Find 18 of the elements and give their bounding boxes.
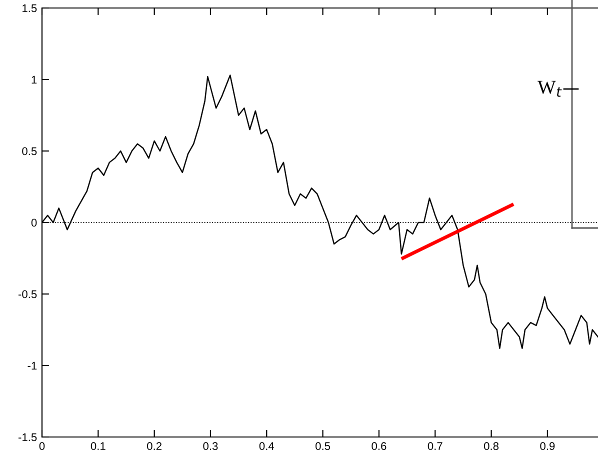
x-tick-label: 0.1 <box>90 442 106 450</box>
x-tick-label: 0.7 <box>428 442 442 450</box>
x-tick-label: 0.8 <box>484 442 499 450</box>
y-tick-label: 1.5 <box>22 4 37 12</box>
annotation: W$_{t}$ <box>538 80 562 97</box>
y-tick-label: -0.5 <box>18 290 37 298</box>
y-tick-label: -1 <box>28 362 37 370</box>
x-tick-label: 0.4 <box>259 442 274 450</box>
x-tick-label: 0.6 <box>372 442 386 450</box>
x-tick-label: 0 <box>39 442 45 450</box>
x-tick-label: 0.9 <box>540 442 555 450</box>
x-tick-label: 0.5 <box>316 442 330 450</box>
x-tick-label: 0.3 <box>203 442 218 450</box>
y-tick-label: 1 <box>32 76 37 84</box>
y-tick-label: 0.5 <box>22 147 37 156</box>
y-tick-label: 0 <box>31 218 37 227</box>
x-tick-label: 0.2 <box>147 442 162 450</box>
y-tick-label: -1.5 <box>18 433 37 442</box>
